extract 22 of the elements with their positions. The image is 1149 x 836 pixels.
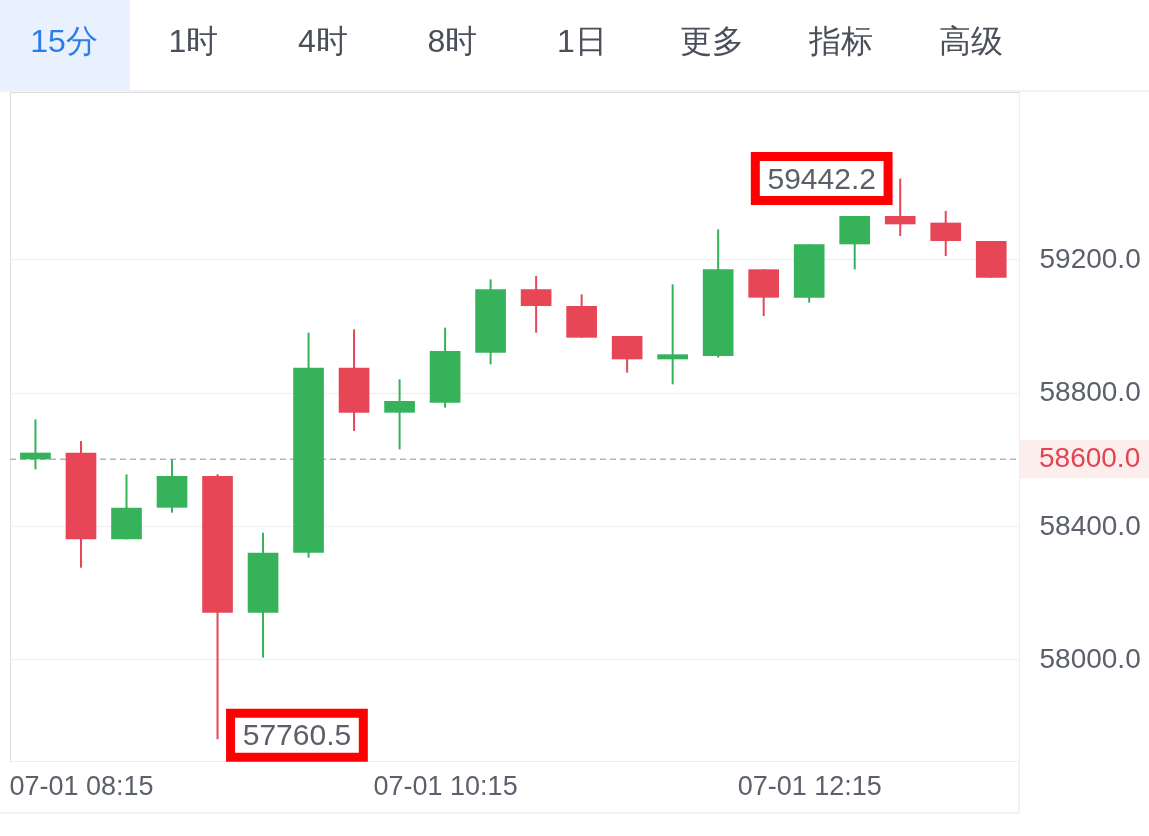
text: 15分 [30, 23, 98, 59]
ref-line-label: 58600.0 [1039, 442, 1141, 474]
candlestick [657, 283, 688, 386]
text: 1时 [168, 23, 219, 59]
candlestick [884, 177, 916, 237]
text: 4时 [298, 23, 348, 59]
text: 高级 [938, 23, 1003, 59]
y-tick-label: 59200.0 [1039, 242, 1141, 274]
x-tick-label: 07-01 12:15 [737, 770, 882, 801]
x-tick-label: 07-01 10:15 [373, 770, 518, 801]
text: 更多 [679, 23, 744, 59]
annotation: 57760.5 [242, 718, 352, 752]
text: 指标 [808, 23, 873, 59]
y-tick-label: 58800.0 [1039, 376, 1141, 408]
text: 8时 [427, 23, 478, 59]
y-tick-label: 58400.0 [1039, 509, 1141, 541]
text: 1日 [557, 23, 607, 59]
y-tick-label: 58000.0 [1039, 642, 1141, 674]
annotation: 59442.2 [767, 161, 876, 195]
candlestick [20, 418, 51, 471]
x-tick-label: 07-01 08:15 [9, 770, 154, 801]
candlestick [384, 378, 415, 451]
